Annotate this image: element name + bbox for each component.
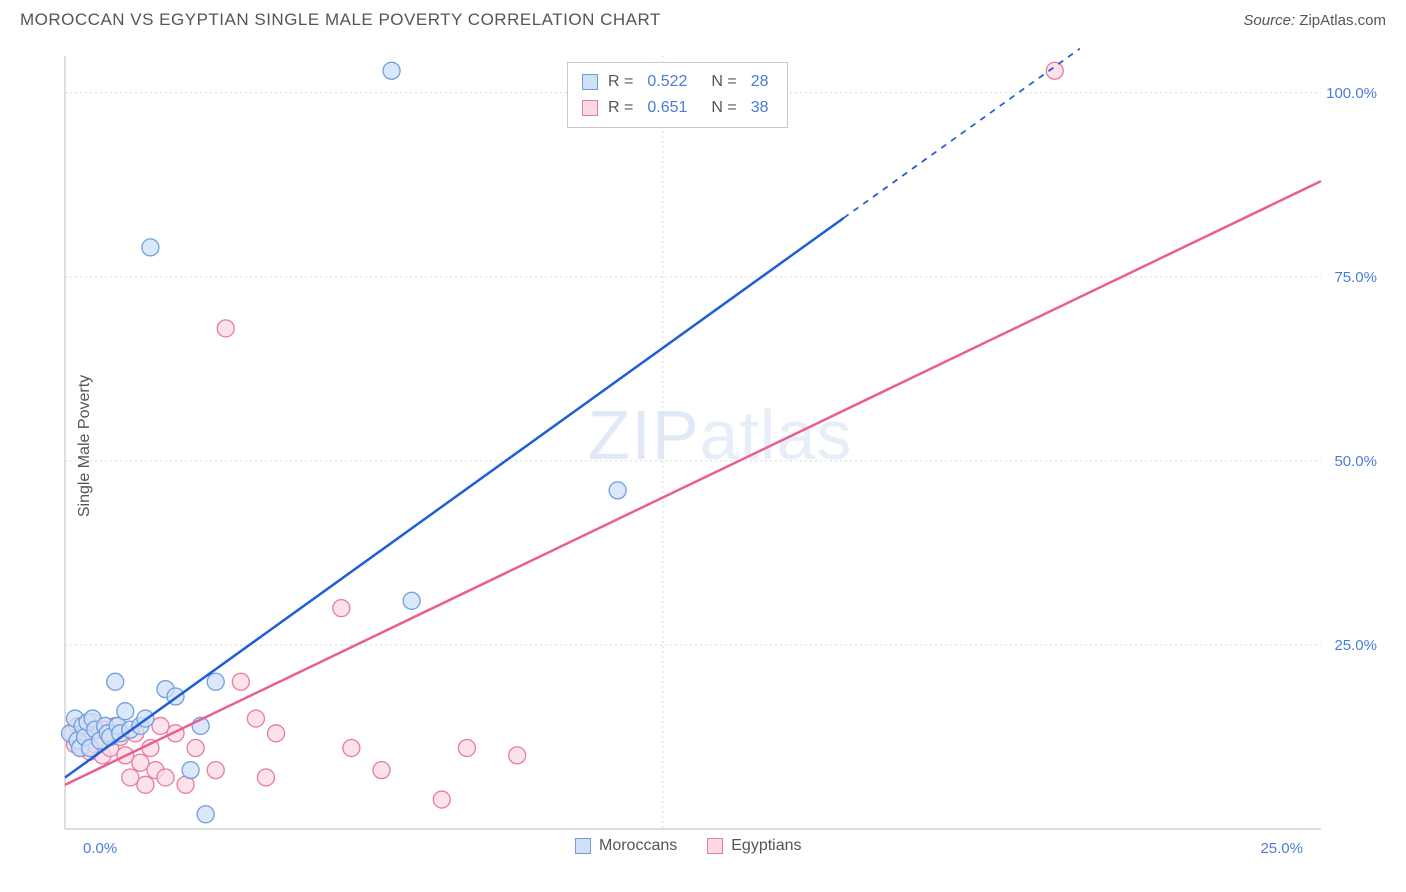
legend-item: Moroccans [575, 837, 677, 855]
stat-row: R = 0.651 N = 38 [582, 95, 773, 121]
regression-line-dash [844, 49, 1080, 218]
data-point [247, 710, 264, 727]
stat-row: R = 0.522 N = 28 [582, 69, 773, 95]
source-value: ZipAtlas.com [1299, 12, 1386, 29]
stat-r-label: R = [608, 73, 633, 91]
stat-swatch [582, 100, 598, 116]
data-point [403, 592, 420, 609]
data-point [268, 725, 285, 742]
data-point [433, 791, 450, 808]
legend-swatch [575, 838, 591, 854]
data-point [373, 762, 390, 779]
legend-label: Egyptians [731, 837, 801, 854]
data-point [197, 806, 214, 823]
x-tick-label: 25.0% [1260, 840, 1303, 857]
stat-n-label: N = [711, 99, 736, 117]
stat-r-label: R = [608, 99, 633, 117]
data-point [217, 320, 234, 337]
data-point [257, 769, 274, 786]
data-point [333, 600, 350, 617]
stat-n-value: 28 [751, 73, 769, 91]
legend-swatch [707, 838, 723, 854]
legend-item: Egyptians [707, 837, 801, 855]
plot-svg: 25.0% 50.0% 75.0% 100.0% 0.0% 25.0% [55, 44, 1385, 859]
data-point [107, 673, 124, 690]
chart-area: ZIPatlas 25.0%50.0%75.0%100.0%0.0%25.0% … [55, 44, 1385, 859]
data-point [232, 673, 249, 690]
data-point [187, 740, 204, 757]
source-label: Source: [1243, 12, 1295, 29]
data-point [137, 776, 154, 793]
legend-label: Moroccans [599, 837, 677, 854]
x-tick-label: 0.0% [83, 840, 117, 857]
legend-bottom: Moroccans Egyptians [575, 837, 802, 855]
data-point [117, 703, 134, 720]
stat-n-value: 38 [751, 99, 769, 117]
source-credit: Source: ZipAtlas.com [1243, 12, 1386, 29]
y-tick-label: 100.0% [1326, 85, 1377, 102]
regression-line [65, 181, 1321, 785]
stat-box: R = 0.522 N = 28 R = 0.651 N = 38 [567, 62, 788, 128]
header: MOROCCAN VS EGYPTIAN SINGLE MALE POVERTY… [0, 0, 1406, 36]
stat-r-value: 0.651 [647, 99, 687, 117]
data-point [509, 747, 526, 764]
data-point [383, 62, 400, 79]
stat-r-value: 0.522 [647, 73, 687, 91]
chart-title: MOROCCAN VS EGYPTIAN SINGLE MALE POVERTY… [20, 10, 661, 30]
y-tick-label: 50.0% [1334, 453, 1377, 470]
data-point [157, 769, 174, 786]
data-point [609, 482, 626, 499]
data-point [207, 673, 224, 690]
data-point [142, 239, 159, 256]
stat-swatch [582, 74, 598, 90]
data-point [122, 769, 139, 786]
data-point [343, 740, 360, 757]
y-tick-label: 25.0% [1334, 637, 1377, 654]
data-point [207, 762, 224, 779]
data-point [152, 717, 169, 734]
stat-n-label: N = [711, 73, 736, 91]
data-point [132, 754, 149, 771]
data-point [458, 740, 475, 757]
y-tick-label: 75.0% [1334, 269, 1377, 286]
regression-line [65, 218, 844, 778]
data-point [182, 762, 199, 779]
